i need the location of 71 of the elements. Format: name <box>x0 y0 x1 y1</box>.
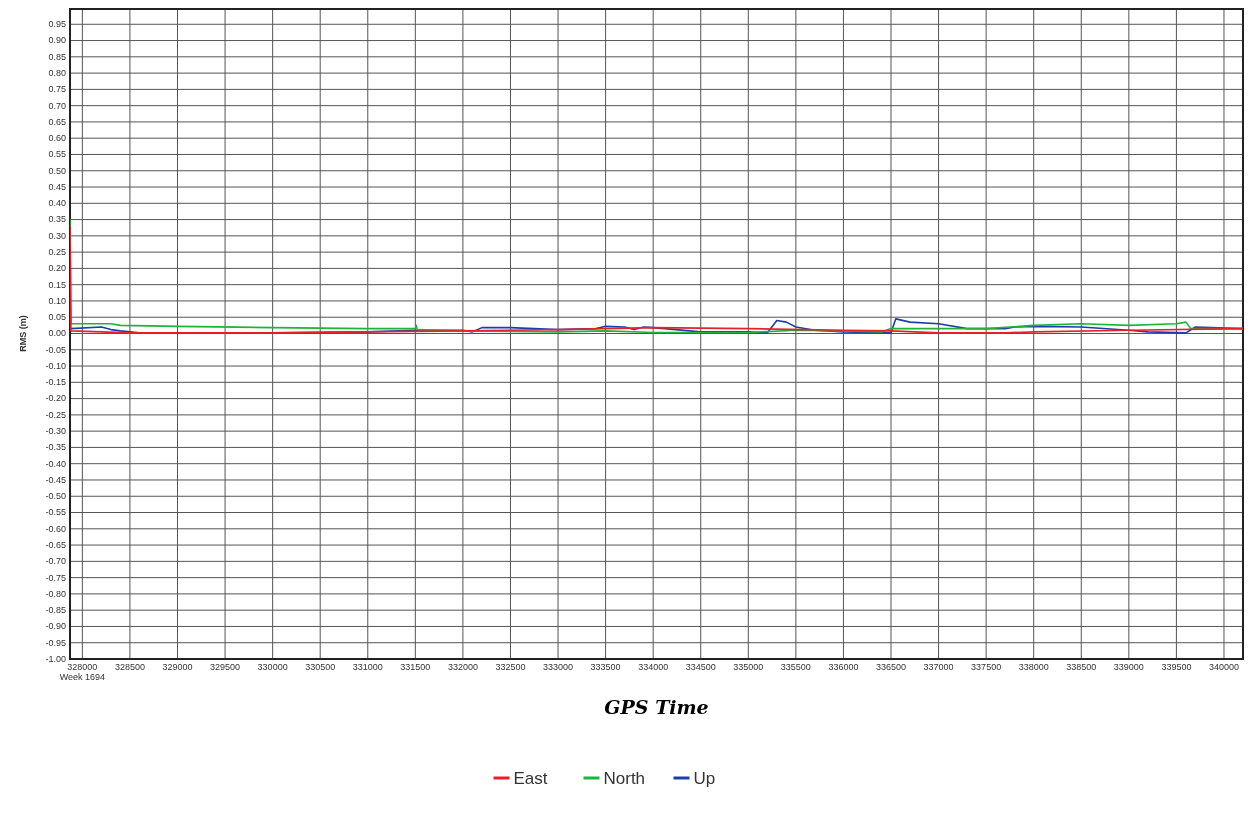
y-tick-label: -0.85 <box>45 605 66 616</box>
y-axis-title: RMS (m) <box>18 315 28 352</box>
x-tick-label: 328500 <box>114 662 145 672</box>
y-tick-label: 0.95 <box>48 19 66 30</box>
x-tick-label: 336000 <box>828 662 859 672</box>
y-tick-label: 0.50 <box>48 165 66 176</box>
y-tick-label: -0.30 <box>45 426 66 437</box>
legend-label: Up <box>693 768 716 788</box>
x-tick-label: 338500 <box>1066 662 1097 672</box>
y-tick-label: 0.00 <box>48 328 66 339</box>
y-tick-label: -0.45 <box>45 474 66 485</box>
x-tick-label: 336500 <box>875 662 907 672</box>
x-tick-label: 330500 <box>305 662 336 672</box>
x-tick-label: 334000 <box>638 662 669 672</box>
y-tick-label: -0.65 <box>45 539 66 550</box>
y-tick-label: -0.15 <box>45 377 66 388</box>
y-tick-label: 0.10 <box>48 295 66 306</box>
y-tick-label: 0.05 <box>48 312 66 323</box>
text: Week 1694 <box>59 672 106 682</box>
x-tick-label: 340000 <box>1208 662 1239 672</box>
y-tick-label: 0.90 <box>48 35 66 46</box>
y-tick-label: -0.20 <box>45 393 66 404</box>
x-tick-label: 335000 <box>733 662 764 672</box>
x-tick-label: 337000 <box>923 662 954 672</box>
y-tick-label: -0.70 <box>45 556 66 567</box>
y-tick-label: -0.95 <box>45 637 66 648</box>
y-tick-label: -0.50 <box>45 491 66 502</box>
x-tick-label: 331000 <box>352 662 383 672</box>
y-tick-label: 0.15 <box>48 279 66 290</box>
y-tick-label: -0.35 <box>45 442 66 453</box>
x-tick-label: 332500 <box>495 662 526 672</box>
y-tick-label: 0.20 <box>48 263 66 274</box>
x-tick-label: 330000 <box>257 662 288 672</box>
y-tick-label: 0.40 <box>48 198 66 209</box>
legend-label: North <box>603 768 646 788</box>
x-axis-title: GPS Time <box>604 696 709 718</box>
legend-label: East <box>513 768 548 788</box>
y-tick-label: -1.00 <box>45 653 66 664</box>
y-tick-label: 0.25 <box>48 247 66 258</box>
x-tick-label: 331500 <box>400 662 431 672</box>
y-tick-label: 0.35 <box>48 214 66 225</box>
x-tick-label: 339000 <box>1113 662 1144 672</box>
x-tick-label: 333500 <box>590 662 621 672</box>
y-tick-label: -0.60 <box>45 523 66 534</box>
x-tick-label: 334500 <box>685 662 716 672</box>
y-tick-label: -0.40 <box>45 458 66 469</box>
x-tick-label: 333000 <box>543 662 574 672</box>
x-tick-label: 338000 <box>1018 662 1049 672</box>
x-tick-label: 329500 <box>210 662 241 672</box>
x-tick-label: 328000 <box>67 662 98 672</box>
y-tick-label: 0.30 <box>48 230 66 241</box>
y-tick-label: 0.45 <box>48 181 66 192</box>
y-tick-label: 0.75 <box>48 84 66 95</box>
x-tick-label: 332000 <box>447 662 478 672</box>
y-tick-label: 0.65 <box>48 116 66 127</box>
y-tick-label: 0.55 <box>48 149 66 160</box>
y-tick-label: 0.60 <box>48 133 66 144</box>
y-tick-label: -0.10 <box>45 360 66 371</box>
y-tick-label: -0.25 <box>45 409 66 420</box>
y-tick-label: 0.80 <box>48 67 66 78</box>
y-tick-label: -0.05 <box>45 344 66 355</box>
y-tick-label: 0.85 <box>48 51 66 62</box>
x-tick-label: 335500 <box>780 662 811 672</box>
y-tick-label: 0.70 <box>48 100 66 111</box>
y-tick-label: -0.55 <box>45 507 66 518</box>
y-tick-label: -0.90 <box>45 621 66 632</box>
y-tick-label: -0.75 <box>45 572 66 583</box>
x-tick-label: 329000 <box>162 662 193 672</box>
y-tick-label: -0.80 <box>45 588 66 599</box>
x-tick-label: 339500 <box>1161 662 1192 672</box>
x-tick-label: 337500 <box>971 662 1002 672</box>
